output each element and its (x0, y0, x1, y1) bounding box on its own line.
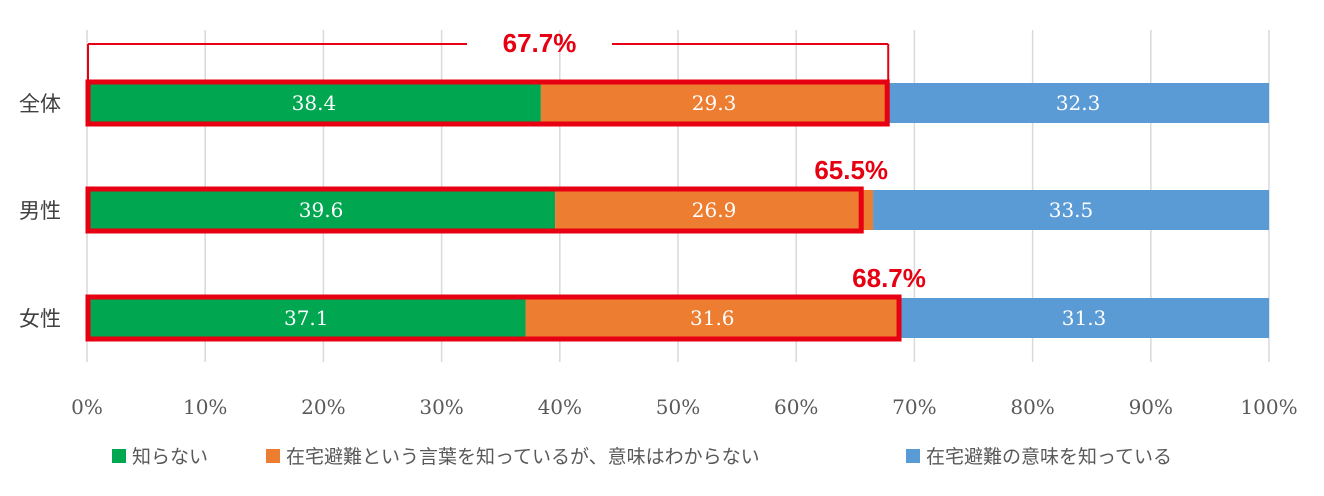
data-label: 31.3 (1062, 306, 1107, 330)
x-tick-label: 10% (183, 395, 227, 419)
annotation-label: 68.7% (852, 263, 926, 293)
data-label: 26.9 (692, 198, 737, 222)
annotation-label: 65.5% (814, 155, 888, 185)
legend-swatch (266, 449, 280, 463)
annotation-bracket (87, 43, 890, 80)
highlight-box (85, 186, 864, 234)
x-tick-label: 80% (1010, 395, 1054, 419)
category-label: 全体 (19, 92, 61, 116)
x-tick-label: 20% (301, 395, 345, 419)
x-tick-label: 50% (656, 395, 700, 419)
data-label: 38.4 (292, 91, 337, 115)
data-label: 37.1 (284, 306, 329, 330)
data-labels: 38.4 29.3 32.3 39.6 26.9 33.5 37.1 31.6 31.3 (284, 91, 1106, 330)
highlight-box (85, 294, 902, 342)
bar-segment (87, 190, 556, 230)
bar-segment (540, 83, 888, 123)
bar-segment (87, 83, 541, 123)
bar-segment (87, 298, 526, 338)
highlight-boxes (85, 79, 902, 342)
x-tick-label: 70% (892, 395, 936, 419)
x-tick-label: 40% (538, 395, 582, 419)
legend-swatch (906, 449, 920, 463)
bars (87, 83, 1269, 338)
x-axis-ticks: 0% 10% 20% 30% 40% 50% 60% 70% 80% 90% 100% (71, 395, 1297, 419)
legend-label: 在宅避難の意味を知っている (926, 446, 1172, 468)
legend-swatch (112, 449, 126, 463)
bar-segment (887, 83, 1269, 123)
highlight-box (85, 79, 890, 127)
data-label: 32.3 (1056, 91, 1101, 115)
bar-segment (555, 190, 874, 230)
data-label: 33.5 (1049, 198, 1094, 222)
bar-segment (525, 298, 900, 338)
legend-item: 在宅避難の意味を知っている (906, 446, 1172, 468)
category-label: 女性 (19, 307, 61, 331)
category-label: 男性 (19, 199, 61, 223)
x-tick-label: 60% (774, 395, 818, 419)
x-tick-label: 100% (1240, 395, 1297, 419)
legend-item: 在宅避難という言葉を知っているが、意味はわからない (266, 446, 760, 468)
data-label: 29.3 (692, 91, 737, 115)
annotations: 67.7% 65.5% 68.7% (87, 28, 926, 293)
bar-segment (873, 190, 1269, 230)
legend-item: 知らない (112, 446, 208, 468)
annotation-label: 67.7% (503, 28, 577, 58)
x-tick-label: 30% (419, 395, 463, 419)
data-label: 31.6 (690, 306, 735, 330)
x-tick-label: 90% (1129, 395, 1173, 419)
legend-label: 知らない (132, 446, 208, 468)
x-tick-label: 0% (71, 395, 103, 419)
legend-label: 在宅避難という言葉を知っているが、意味はわからない (286, 446, 760, 468)
data-label: 39.6 (299, 198, 344, 222)
bar-segment (899, 298, 1269, 338)
legend: 知らない 在宅避難という言葉を知っているが、意味はわからない 在宅避難の意味を知って… (112, 446, 1172, 468)
